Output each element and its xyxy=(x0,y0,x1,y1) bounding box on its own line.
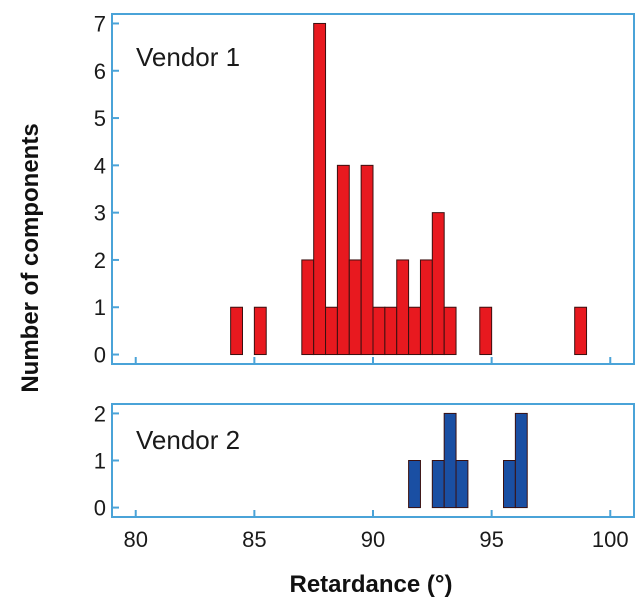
top-y-tick-label: 0 xyxy=(94,343,106,368)
top-bar-5 xyxy=(336,164,350,356)
top-bar-2 xyxy=(301,259,315,356)
vendor-1-panel: 0 1 2 3 4 5 6 7 Vendor 1 xyxy=(94,11,635,368)
y-axis-title: Number of components xyxy=(17,123,44,392)
bottom-x-tick-label: 90 xyxy=(361,527,385,552)
bottom-bar-0 xyxy=(408,460,421,509)
top-y-tick-label: 5 xyxy=(94,106,106,131)
bottom-y-tick-label: 2 xyxy=(94,401,106,426)
bottom-bar-4 xyxy=(503,460,516,509)
top-bar-14 xyxy=(443,306,457,356)
top-bar-8 xyxy=(372,306,386,356)
top-bar-13 xyxy=(431,212,445,356)
top-y-tick-label: 6 xyxy=(94,59,106,84)
top-bar-4 xyxy=(325,306,338,356)
top-y-tick-label: 4 xyxy=(94,153,106,178)
bottom-x-tick-label: 85 xyxy=(242,527,266,552)
top-y-tick-label: 7 xyxy=(94,11,106,36)
x-axis-title: Retardance (°) xyxy=(290,571,453,598)
bottom-y-tick-label: 1 xyxy=(94,449,106,474)
bottom-panel-frame xyxy=(111,403,635,518)
top-bar-10 xyxy=(396,259,410,356)
top-panel-label: Vendor 1 xyxy=(136,42,240,72)
top-y-tick-label: 2 xyxy=(94,248,106,273)
bottom-bar-2 xyxy=(443,412,457,509)
top-bar-3 xyxy=(313,22,327,356)
bottom-bar-1 xyxy=(431,460,445,509)
bottom-y-tick-label: 0 xyxy=(94,496,106,521)
bottom-panel-label: Vendor 2 xyxy=(136,425,240,455)
bottom-bar-3 xyxy=(455,460,469,509)
top-bar-16 xyxy=(574,306,588,356)
vendor-2-panel: 0 1 2 80 85 90 95 100 Vendor 2 xyxy=(94,401,635,552)
top-bar-12 xyxy=(419,259,433,356)
top-y-tick-label: 3 xyxy=(94,201,106,226)
top-bar-7 xyxy=(360,164,374,356)
bottom-x-tick-label: 80 xyxy=(123,527,147,552)
top-bar-9 xyxy=(384,306,398,356)
bottom-bar-5 xyxy=(514,412,528,509)
top-y-tick-label: 1 xyxy=(94,295,106,320)
top-bar-0 xyxy=(230,306,244,356)
bottom-x-tick-label: 95 xyxy=(479,527,503,552)
top-bar-6 xyxy=(348,259,362,356)
top-bar-15 xyxy=(479,306,493,356)
bottom-x-tick-label: 100 xyxy=(592,527,629,552)
top-bar-1 xyxy=(253,306,267,356)
top-bar-11 xyxy=(408,306,421,356)
